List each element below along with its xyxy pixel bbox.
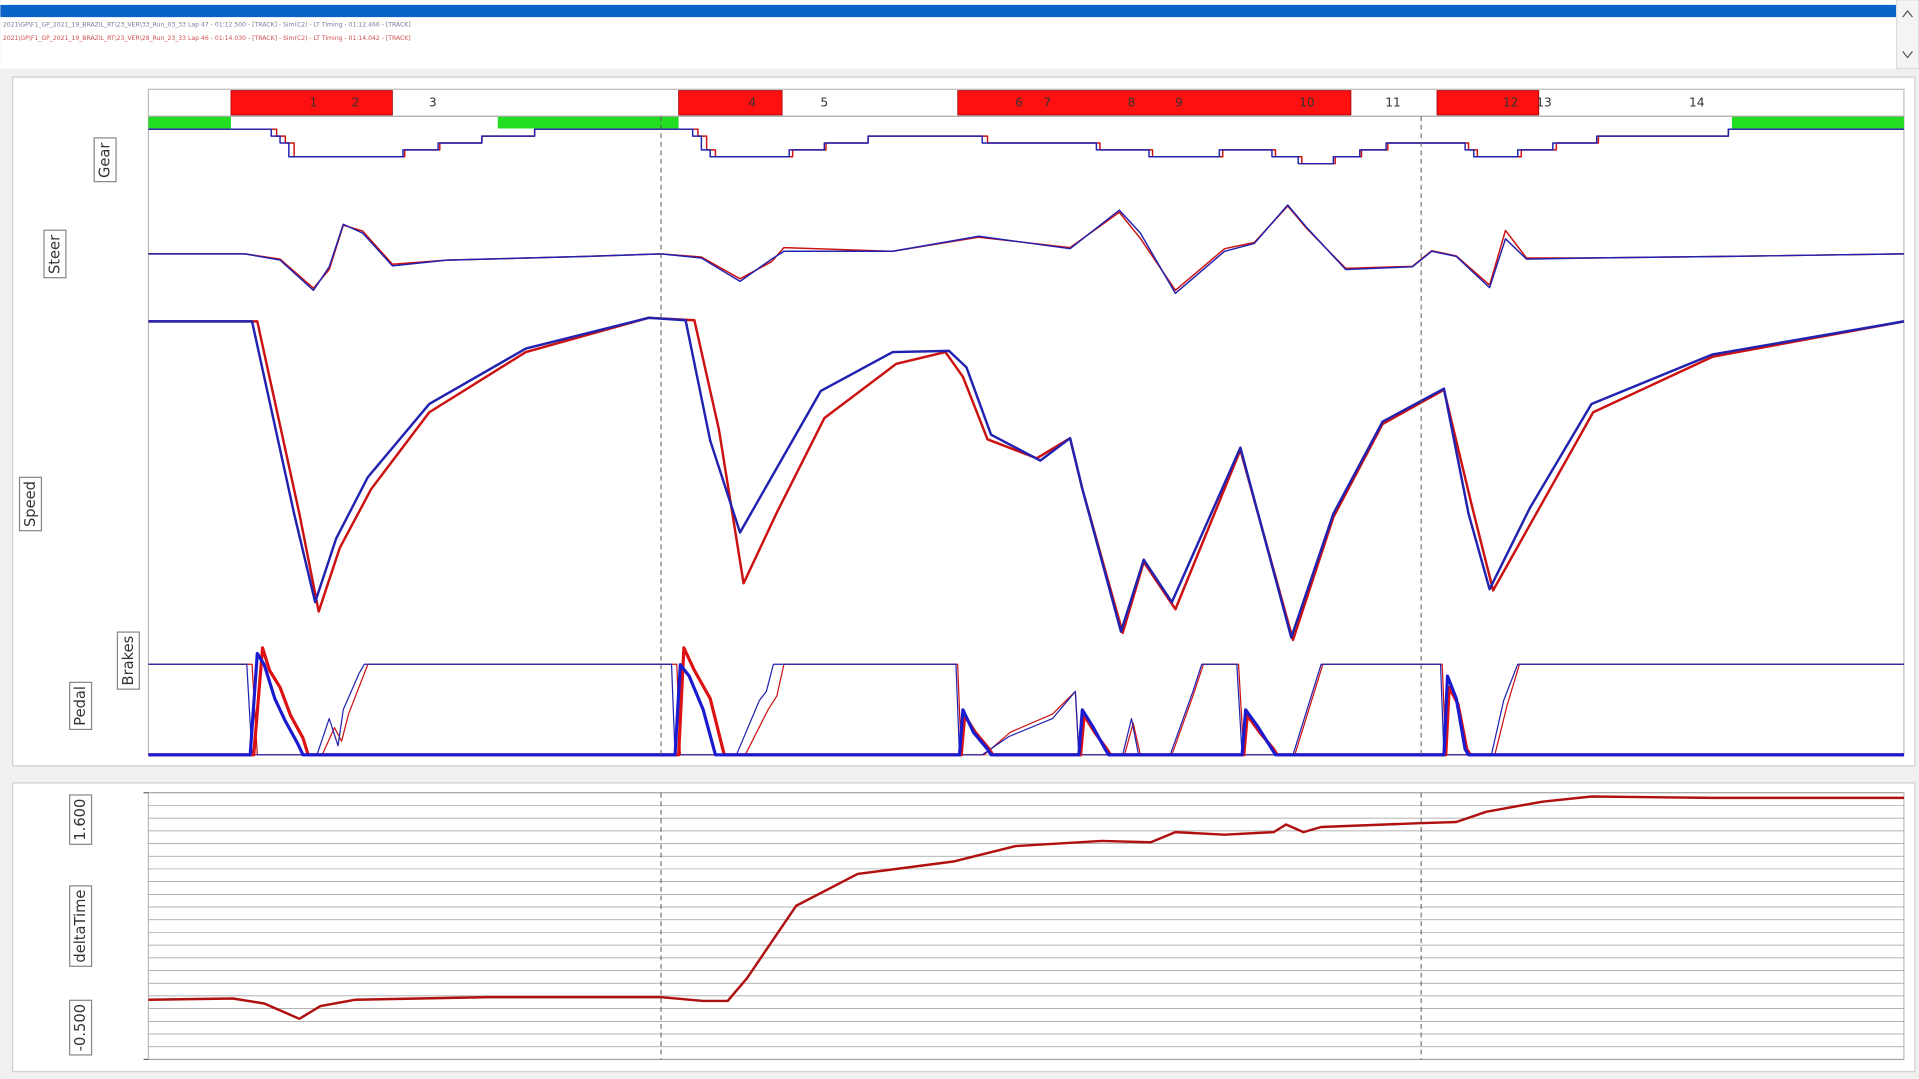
trace-line — [148, 205, 1904, 292]
axis-label: Steer — [43, 229, 67, 279]
axis-label-box — [116, 631, 140, 690]
axis-label: deltaTime — [69, 885, 93, 967]
drs-zone — [1731, 116, 1904, 129]
axis-label: Gear — [93, 137, 117, 183]
axis-label: -0.500 — [69, 999, 93, 1056]
axis-label-text: Speed — [22, 481, 39, 527]
axis-label: Pedal — [69, 681, 93, 731]
axis-label-box — [43, 229, 67, 279]
axis-label-text: Gear — [97, 142, 114, 178]
trace-line — [148, 316, 1905, 642]
corner-label: 10 — [1299, 95, 1315, 109]
axis-label-box — [18, 476, 43, 532]
corner-label: 6 — [1015, 95, 1023, 109]
axis-label-text: Pedal — [72, 686, 89, 726]
corner-label: 12 — [1503, 95, 1519, 109]
title-bar — [0, 4, 1897, 18]
trace-line — [148, 204, 1904, 295]
delta-panel — [12, 782, 1916, 1073]
axis-label-text: -0.500 — [72, 1004, 89, 1051]
corner-label: 13 — [1536, 95, 1552, 109]
trace-line — [148, 663, 1904, 756]
trace-line — [148, 651, 1904, 757]
corner-label: 14 — [1689, 95, 1705, 109]
trace-line — [148, 128, 1904, 165]
axis-label: Speed — [18, 476, 43, 532]
axis-label-text: Brakes — [120, 636, 137, 686]
corner-label: 9 — [1175, 95, 1183, 109]
trace-line — [148, 316, 1905, 639]
scroll-arrows[interactable] — [1902, 10, 1913, 59]
axis-label: Brakes — [116, 631, 140, 690]
sector-zone — [1436, 90, 1540, 116]
corner-label: 7 — [1043, 95, 1051, 109]
drs-zone — [497, 116, 679, 129]
axis-label-box — [69, 885, 93, 967]
channel-panel — [12, 76, 1916, 767]
trace-line — [148, 795, 1904, 1021]
axis-label: 1.600 — [69, 794, 93, 845]
axis-label-text: Steer — [46, 234, 63, 274]
axis-label-box — [93, 137, 117, 183]
trace-line — [148, 663, 1904, 756]
sector-zone — [957, 90, 1352, 116]
axis-label-box — [69, 794, 93, 845]
file-line: 2021\GP\F1_GP_2021_19_BRAZIL_RT\23_VER\2… — [3, 35, 411, 42]
corner-label: 8 — [1128, 95, 1136, 109]
corner-label: 3 — [429, 95, 437, 109]
corner-label: 1 — [310, 95, 318, 109]
axis-label-box — [69, 681, 93, 731]
axis-label-text: deltaTime — [72, 890, 89, 963]
sector-zone — [230, 90, 393, 116]
axis-label-box — [69, 999, 93, 1056]
corner-label: 4 — [748, 95, 756, 109]
drs-zone — [148, 116, 231, 129]
file-line: 2021\GP\F1_GP_2021_19_BRAZIL_RT\23_VER\3… — [3, 21, 411, 28]
corner-label: 5 — [820, 95, 828, 109]
corner-label: 11 — [1385, 95, 1401, 109]
axis-label-text: 1.600 — [72, 799, 89, 841]
corner-label: 2 — [352, 95, 360, 109]
sector-zone — [678, 90, 783, 116]
